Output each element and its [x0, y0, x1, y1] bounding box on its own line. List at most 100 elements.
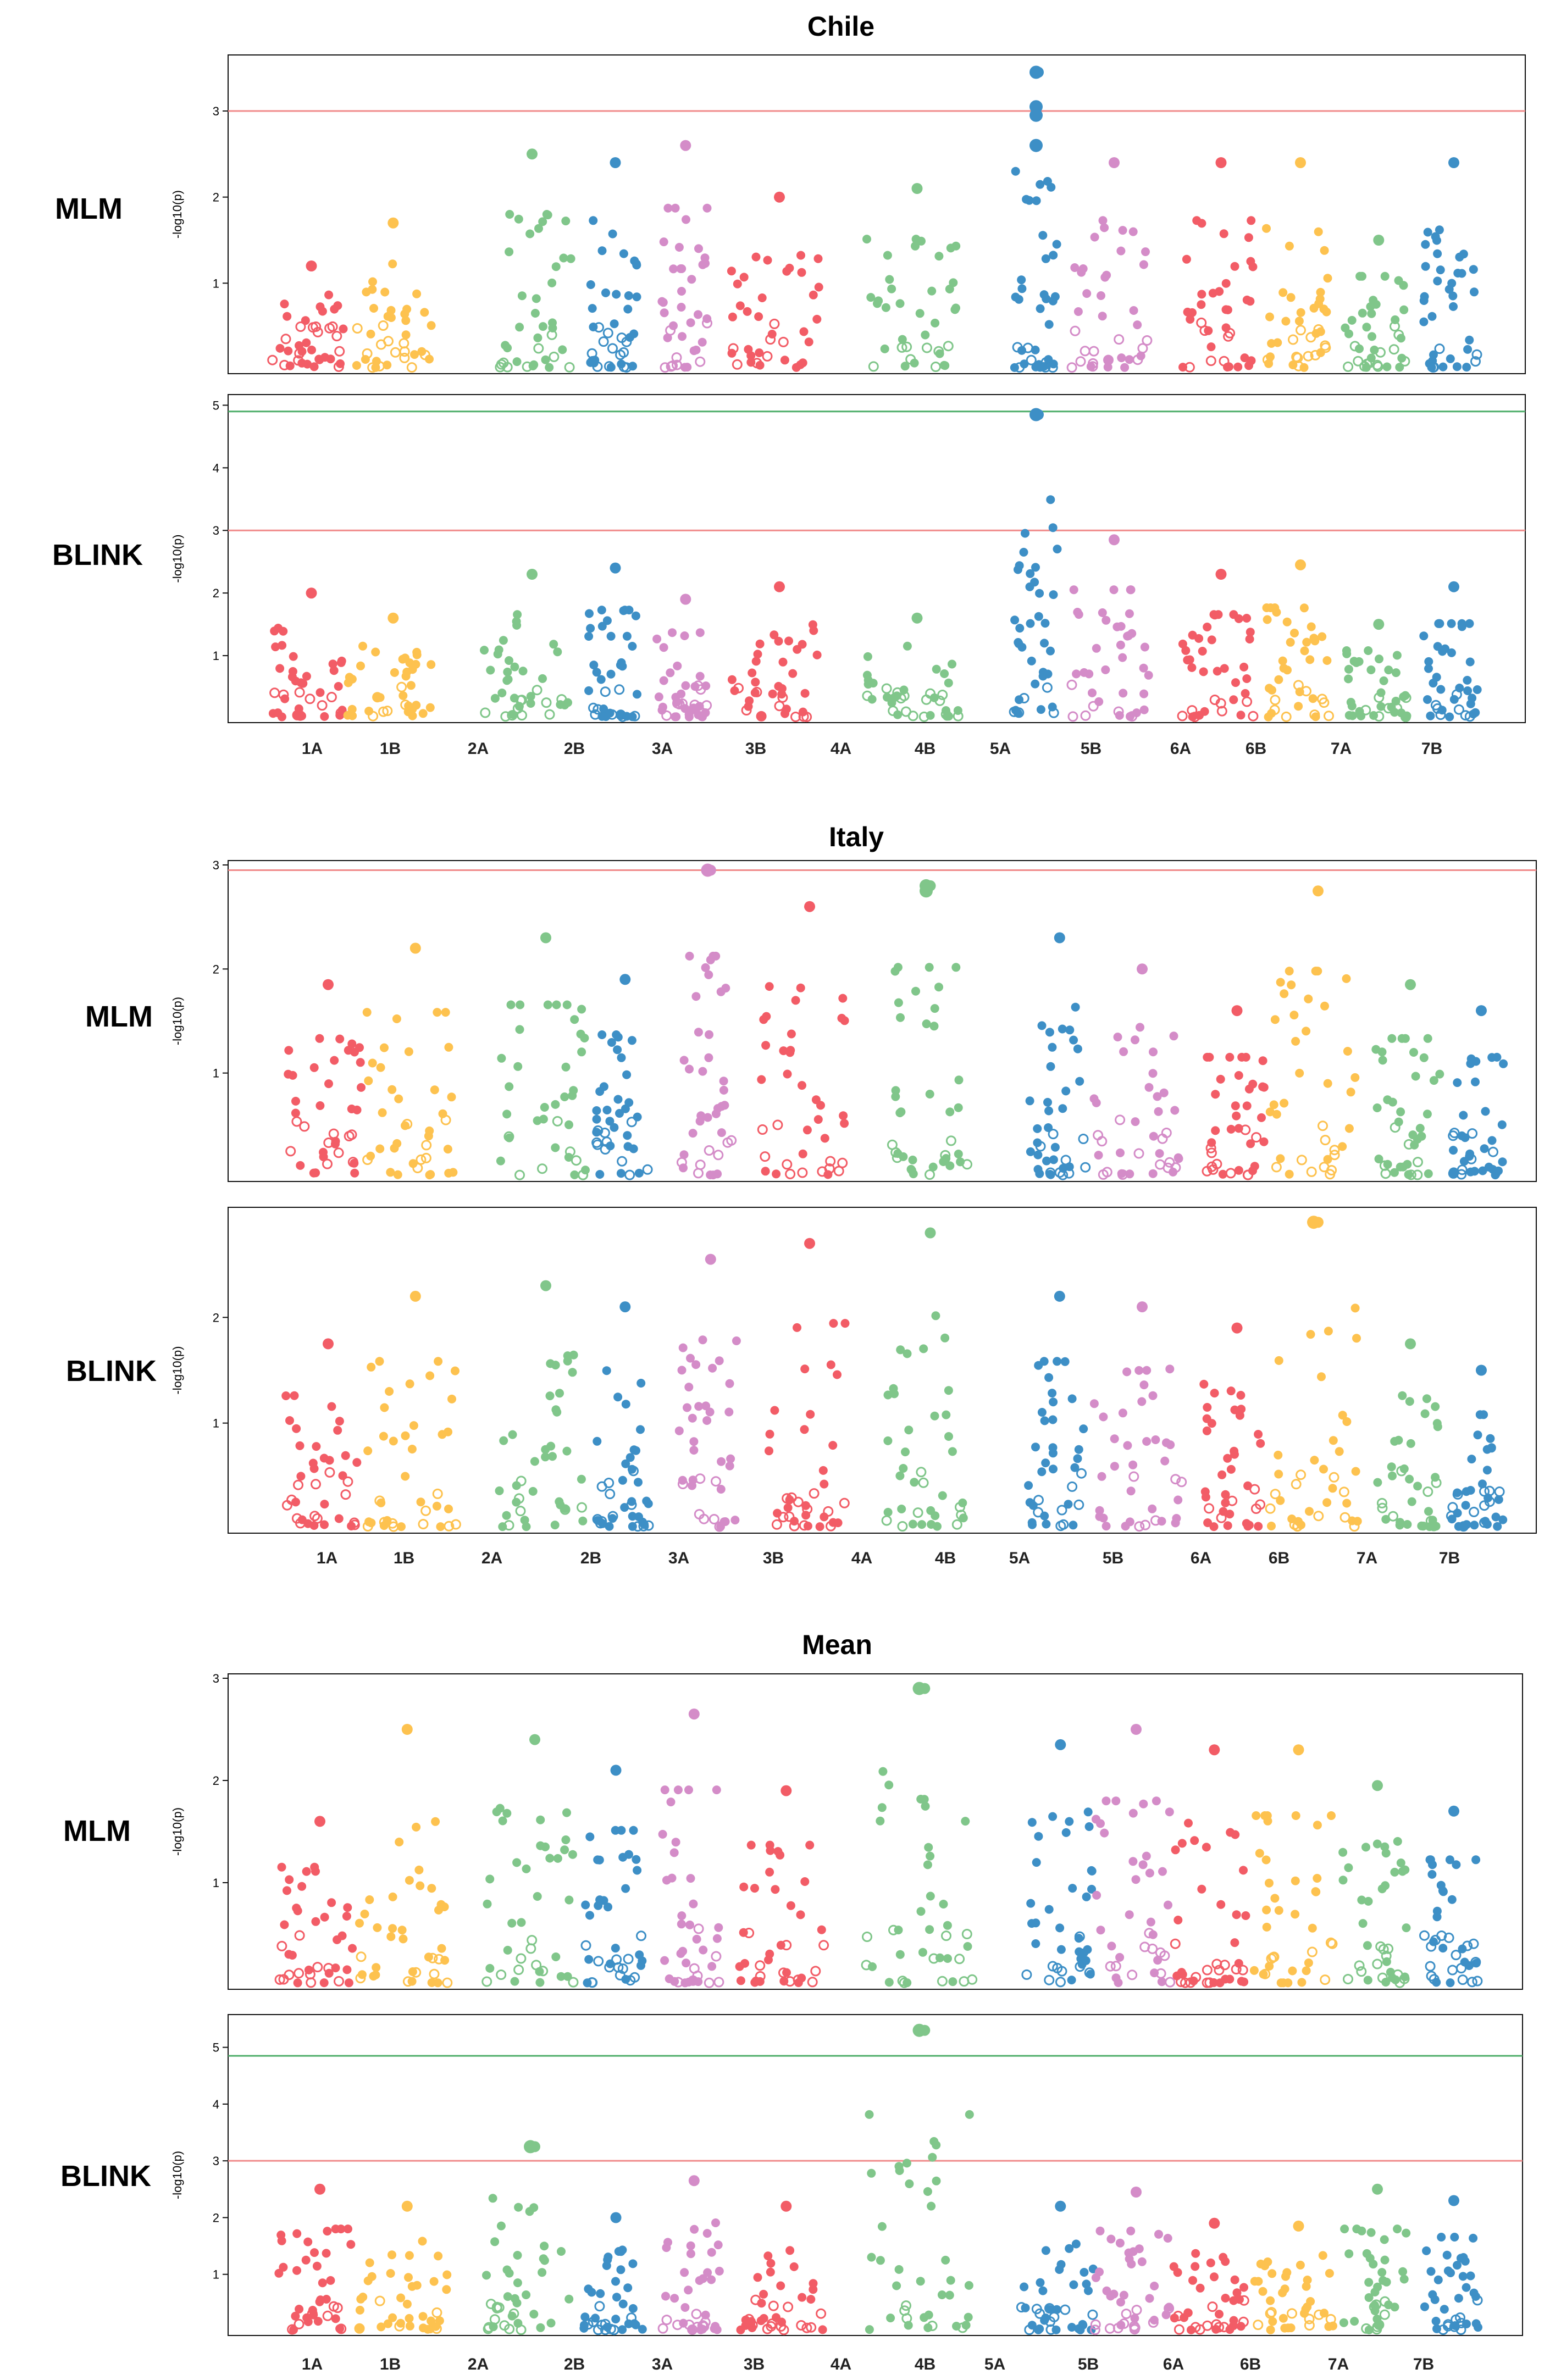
snp-point [515, 1506, 526, 1517]
snp-point [320, 1520, 329, 1529]
snp-point [406, 362, 417, 373]
snp-point [840, 1016, 849, 1025]
snp-point [1316, 287, 1325, 297]
snp-point [594, 1901, 603, 1910]
snp-point [767, 330, 777, 339]
snp-peak-point [323, 979, 334, 990]
snp-point [1458, 1944, 1467, 1954]
snp-point [553, 647, 562, 657]
snp-point [688, 1129, 698, 1138]
snp-point [1129, 306, 1138, 315]
snp-peak-point [1295, 559, 1306, 570]
snp-point [1210, 1389, 1219, 1398]
snp-point [1405, 1169, 1416, 1180]
snp-point [1262, 224, 1271, 233]
snp-point [333, 1425, 342, 1435]
snp-point [1190, 2322, 1201, 2333]
snp-point [1116, 622, 1126, 631]
snp-point [1048, 1389, 1057, 1398]
snp-point [935, 349, 944, 358]
snp-point [1211, 1090, 1220, 1099]
snp-point [1480, 1144, 1489, 1153]
snp-point [1324, 1327, 1333, 1336]
snp-point [315, 688, 325, 697]
snp-point [589, 216, 598, 225]
snp-point [440, 1114, 451, 1125]
snp-point [1471, 1077, 1480, 1086]
snp-point [812, 314, 822, 324]
snp-point [556, 1972, 566, 1981]
snp-point [1203, 1403, 1212, 1412]
snp-point [430, 1085, 439, 1095]
snp-point [308, 1458, 318, 1468]
snp-point [589, 661, 599, 670]
snp-point [271, 642, 280, 652]
snp-point [867, 2168, 876, 2178]
panel-frame [228, 1207, 1537, 1534]
snp-point [1254, 1522, 1263, 1531]
snp-point [661, 2292, 670, 2301]
snp-point [1231, 1964, 1242, 1974]
snp-point [1393, 1837, 1402, 1846]
snp-point [1040, 1416, 1049, 1425]
snp-point [525, 2207, 534, 2216]
snp-point [1428, 1860, 1437, 1869]
snp-point [939, 1900, 948, 1909]
snp-point [280, 1920, 289, 1929]
top-hit-point [1029, 138, 1043, 152]
snp-point [1126, 1486, 1136, 1496]
chromosome-3A-points [674, 1253, 741, 1532]
snp-point [1428, 1522, 1437, 1531]
snp-point [698, 1067, 707, 1076]
snp-point [593, 1436, 602, 1446]
snp-peak-point [1293, 1744, 1304, 1756]
snp-point [1042, 1156, 1051, 1166]
snp-point [587, 2288, 596, 2297]
chromosome-5A-points [1024, 1290, 1088, 1532]
snp-point [1200, 707, 1209, 716]
snp-point [1097, 1136, 1108, 1147]
snp-point [763, 2251, 773, 2261]
snp-point [418, 2237, 427, 2246]
y-axis-label: -log10(p) [170, 997, 184, 1045]
snp-point [490, 694, 500, 703]
snp-point [1432, 2324, 1441, 2333]
snp-point [964, 2281, 973, 2290]
snp-point [1302, 2282, 1311, 2291]
snp-point [769, 318, 780, 329]
snp-point [1040, 619, 1050, 628]
snp-point [798, 640, 807, 649]
snp-point [926, 711, 935, 720]
snp-point [964, 2312, 973, 2322]
snp-point [1055, 1521, 1066, 1532]
snp-point [770, 630, 779, 640]
snp-point [1471, 708, 1480, 717]
snp-point [564, 1895, 574, 1905]
snp-point [1303, 351, 1314, 362]
snp-point [1036, 304, 1045, 313]
snp-point [604, 1902, 612, 1912]
method-label: BLINK [52, 539, 143, 572]
snp-point [923, 2187, 932, 2196]
snp-point [388, 1892, 397, 1901]
snp-point [1482, 1445, 1492, 1454]
snp-point [774, 681, 783, 691]
snp-point [1131, 1035, 1139, 1045]
snp-point [1370, 2306, 1380, 2316]
snp-point [787, 1029, 796, 1039]
snp-point [1113, 1033, 1122, 1042]
snp-point [1343, 1047, 1352, 1056]
snp-point [1067, 2323, 1076, 2332]
snp-point [1453, 269, 1463, 278]
snp-point [550, 1521, 560, 1530]
snp-point [686, 1874, 695, 1883]
snp-point [920, 2313, 929, 2322]
snp-point [1098, 216, 1108, 225]
snp-point [755, 360, 765, 370]
snp-point [1379, 2276, 1388, 2285]
snp-point [312, 1442, 321, 1451]
snp-point [513, 1493, 524, 1504]
snp-point [901, 2300, 911, 2311]
snp-point [1419, 1053, 1429, 1062]
snp-point [1427, 1869, 1437, 1879]
